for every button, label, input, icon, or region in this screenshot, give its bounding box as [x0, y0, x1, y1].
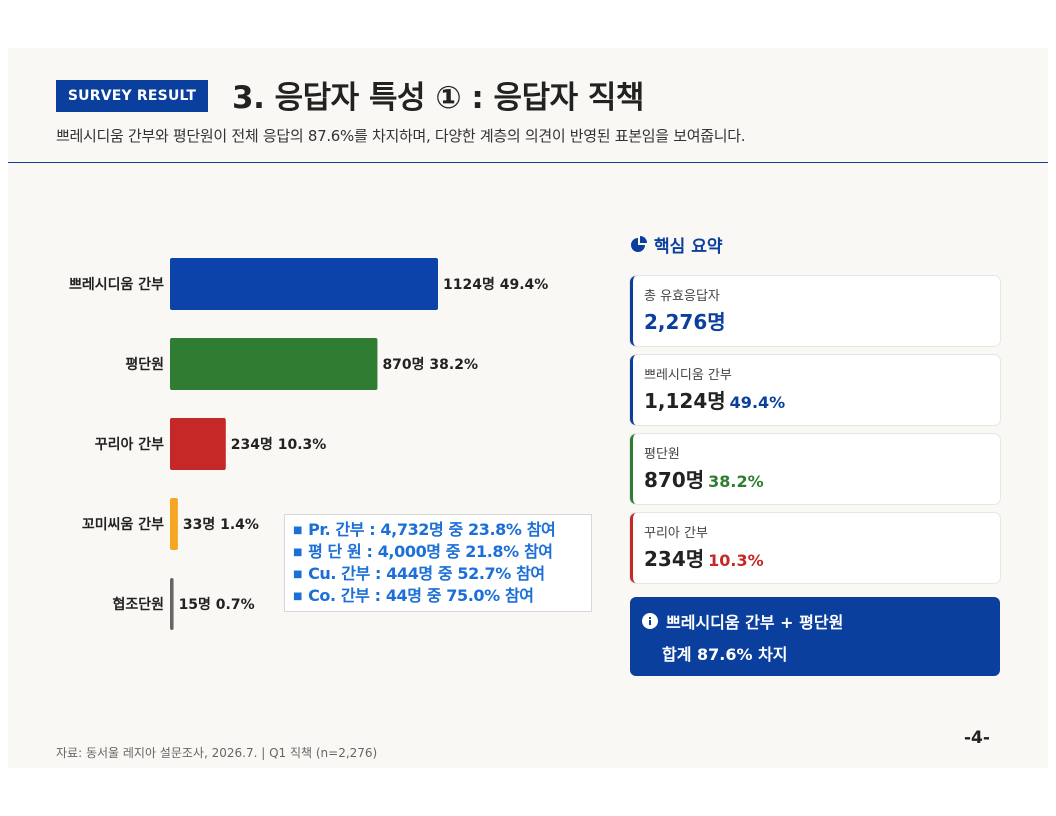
category-label: 꼬미씨움 간부 [82, 516, 164, 533]
category-label: 협조단원 [112, 596, 164, 613]
value-label: 33명 1.4% [183, 516, 259, 533]
note-line: ■ 평 단 원 : 4,000명 중 21.8% 참여 [293, 542, 553, 561]
source-note: 자료: 동서울 레지아 설문조사, 2026.7. | Q1 직책 (n=2,2… [56, 746, 378, 760]
page-number: -4- [964, 728, 990, 748]
slide: SURVEY RESULT 3. 응답자 특성 ① : 응답자 직책 쁘레시디움… [8, 48, 1048, 768]
value-label: 234명 10.3% [231, 436, 327, 453]
summary-card-presidium: 쁘레시디움 간부 1,124명 49.4% [630, 355, 1000, 425]
pie-chart-icon [631, 235, 647, 252]
survey-result-badge: SURVEY RESULT [56, 80, 208, 112]
summary-heading: 핵심 요약 [630, 232, 722, 257]
total-line1: 쁘레시디움 간부 + 평단원 [666, 613, 844, 632]
header-divider [8, 162, 1048, 163]
bar [170, 338, 378, 390]
value-label: 870명 38.2% [382, 356, 478, 373]
participation-note: ■ Pr. 간부 : 4,732명 중 23.8% 참여 ■ 평 단 원 : 4,0… [284, 514, 592, 612]
note-line: ■ Co. 간부 : 44명 중 75.0% 참여 [293, 586, 534, 605]
value-label: 15명 0.7% [179, 596, 255, 613]
info-icon [642, 613, 658, 629]
bar [170, 258, 438, 310]
category-label: 꾸리아 간부 [95, 436, 164, 453]
card-value: 1,124명 49.4% [644, 389, 786, 413]
summary-card-member: 평단원 870명 38.2% [630, 434, 1000, 504]
page-title: 3. 응답자 특성 ① : 응답자 직책 [232, 80, 644, 116]
note-line: ■ Pr. 간부 : 4,732명 중 23.8% 참여 [293, 520, 556, 539]
card-label: 총 유효응답자 [644, 289, 720, 304]
card-label: 쁘레시디움 간부 [644, 368, 732, 383]
card-label: 꾸리아 간부 [644, 526, 708, 541]
position-bar-chart: 쁘레시디움 간부 1124명 49.4% 평단원 870명 38.2% 꾸리아 간부 23… [69, 258, 548, 630]
total-line2: 합계 87.6% 차지 [662, 645, 788, 664]
card-value: 2,276명 [644, 310, 726, 334]
card-value: 870명 38.2% [644, 468, 764, 492]
card-value: 234명 10.3% [644, 547, 764, 571]
category-label: 평단원 [125, 356, 164, 373]
bar [170, 578, 174, 630]
summary-card-curia: 꾸리아 간부 234명 10.3% [630, 513, 1000, 583]
value-label: 1124명 49.4% [443, 276, 548, 293]
summary-card-total: 총 유효응답자 2,276명 [630, 276, 1000, 346]
page-subtitle: 쁘레시디움 간부와 평단원이 전체 응답의 87.6%를 차지하며, 다양한 계… [56, 127, 746, 145]
category-label: 쁘레시디움 간부 [69, 276, 164, 293]
card-label: 평단원 [644, 447, 680, 462]
total-summary-card: 쁘레시디움 간부 + 평단원 합계 87.6% 차지 [630, 597, 1000, 676]
note-line: ■ Cu. 간부 : 444명 중 52.7% 참여 [293, 564, 545, 583]
bar [170, 418, 226, 470]
bar [170, 498, 178, 550]
